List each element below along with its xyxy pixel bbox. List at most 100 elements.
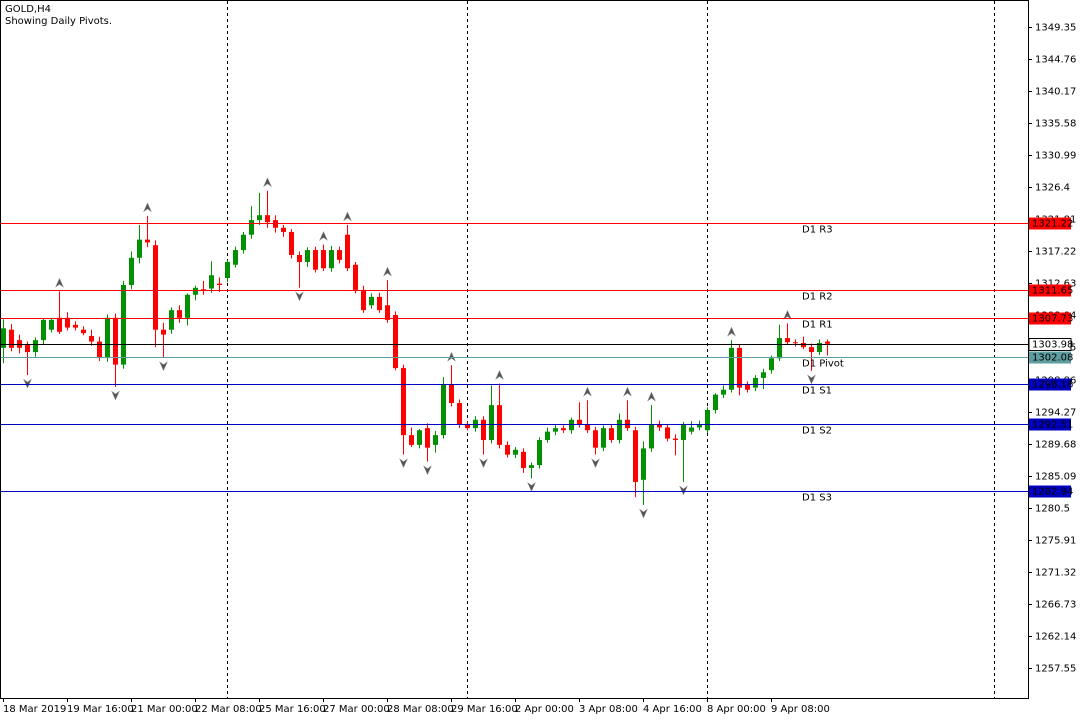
fractal-down bbox=[590, 457, 601, 469]
candle-body bbox=[257, 215, 262, 221]
y-tick-label: 1266.73 bbox=[1035, 600, 1076, 611]
candle-body bbox=[337, 250, 342, 260]
candle-body bbox=[681, 424, 686, 441]
x-tick-label: 28 Mar 08:00 bbox=[387, 704, 454, 715]
price-box bbox=[1029, 378, 1071, 391]
price-box bbox=[1029, 284, 1071, 297]
candle-body bbox=[689, 427, 694, 432]
fractal-down bbox=[638, 508, 649, 519]
candle-body bbox=[473, 419, 478, 429]
y-tick-label: 1262.14 bbox=[1035, 632, 1076, 643]
candle-body bbox=[153, 245, 158, 330]
candle-body bbox=[481, 419, 486, 441]
y-tick-label: 1289.68 bbox=[1035, 440, 1076, 451]
candle-body bbox=[705, 409, 710, 431]
candle-body bbox=[369, 296, 374, 306]
candle-body bbox=[529, 465, 534, 468]
candle-body bbox=[665, 427, 670, 439]
price-box bbox=[1029, 485, 1071, 498]
price-box bbox=[1029, 418, 1071, 431]
candle-body bbox=[393, 315, 398, 369]
candle-body bbox=[233, 250, 238, 265]
candle-body bbox=[185, 294, 190, 318]
fractal-up bbox=[446, 351, 457, 363]
candle-body bbox=[49, 319, 54, 330]
candle-body bbox=[753, 377, 758, 388]
candle-body bbox=[785, 338, 790, 343]
fractal-down bbox=[422, 464, 433, 476]
candle-body bbox=[1, 328, 6, 348]
price-box-label: 1292.51 bbox=[1032, 420, 1073, 431]
candle-body bbox=[217, 283, 222, 286]
pivot-name: D1 R2 bbox=[802, 292, 833, 303]
candle-body bbox=[809, 347, 814, 353]
x-tick-label: 3 Apr 08:00 bbox=[579, 704, 638, 715]
candle-body bbox=[225, 261, 230, 279]
pivot-name: D1 R1 bbox=[802, 320, 833, 331]
candle-body bbox=[497, 405, 502, 445]
candle-body bbox=[673, 438, 678, 441]
y-tick-label: 1349.35 bbox=[1035, 23, 1076, 34]
candle-body bbox=[9, 329, 14, 348]
candle-body bbox=[113, 317, 118, 365]
candle-body bbox=[121, 285, 126, 365]
fractal-down bbox=[22, 378, 33, 389]
candle-body bbox=[65, 317, 70, 328]
y-tick-label: 1326.4 bbox=[1035, 183, 1070, 194]
candle-body bbox=[409, 435, 414, 445]
y-tick-label: 1335.58 bbox=[1035, 119, 1076, 130]
candle-body bbox=[361, 289, 366, 311]
candle-body bbox=[193, 287, 198, 295]
candle-body bbox=[169, 310, 174, 330]
candle-body bbox=[697, 424, 702, 428]
candle-body bbox=[793, 342, 798, 344]
candle-body bbox=[281, 227, 286, 232]
candle-body bbox=[801, 342, 806, 348]
x-tick-label: 9 Apr 08:00 bbox=[771, 704, 830, 715]
y-tick-label: 1340.17 bbox=[1035, 87, 1076, 98]
plot-area: D1 R3 D1 R2 D1 R1 D1 Pivot D1 S1 D1 S2 D1 S3 bbox=[1, 177, 1028, 519]
candle-body bbox=[537, 440, 542, 466]
x-tick-label: 4 Apr 16:00 bbox=[643, 704, 702, 715]
candle-body bbox=[449, 384, 454, 404]
candle-body bbox=[585, 424, 590, 431]
x-tick-label: 25 Mar 16:00 bbox=[259, 704, 326, 715]
fractal-up bbox=[494, 369, 505, 381]
y-tick-label: 1285.09 bbox=[1035, 472, 1076, 483]
y-tick-label: 1330.99 bbox=[1035, 151, 1076, 162]
candle-body bbox=[129, 257, 134, 286]
x-tick-label: 2 Apr 00:00 bbox=[515, 704, 574, 715]
candle-body bbox=[377, 296, 382, 311]
candle-body bbox=[609, 428, 614, 441]
candle-body bbox=[553, 428, 558, 432]
candle-body bbox=[209, 275, 214, 289]
fractal-up bbox=[646, 391, 657, 402]
candle-body bbox=[593, 430, 598, 448]
x-tick-label: 8 Apr 00:00 bbox=[707, 704, 766, 715]
y-tick-label: 1271.32 bbox=[1035, 568, 1076, 579]
y-tick-label: 1317.22 bbox=[1035, 247, 1076, 258]
candle-body bbox=[777, 338, 782, 359]
fractal-down bbox=[526, 481, 537, 493]
candle-body bbox=[641, 448, 646, 480]
candle-body bbox=[249, 220, 254, 235]
fractal-down bbox=[398, 457, 409, 469]
fractal-up bbox=[782, 309, 793, 321]
candle-body bbox=[305, 250, 310, 262]
candle-body bbox=[345, 234, 350, 269]
fractal-down bbox=[678, 485, 689, 496]
x-tick-label: 29 Mar 16:00 bbox=[451, 704, 518, 715]
fractal-up bbox=[318, 230, 329, 242]
y-tick-label: 1294.27 bbox=[1035, 408, 1076, 419]
candle-body bbox=[457, 403, 462, 425]
candle-body bbox=[577, 419, 582, 425]
last-price-label: 1303.98 bbox=[1032, 340, 1073, 351]
candle-body bbox=[601, 428, 606, 448]
y-tick-label: 1312.63 bbox=[1035, 279, 1076, 290]
candle-body bbox=[617, 419, 622, 441]
candle-body bbox=[817, 342, 822, 353]
x-tick-label: 21 Mar 00:00 bbox=[131, 704, 198, 715]
candle-body bbox=[769, 358, 774, 371]
period-separators bbox=[227, 1, 995, 698]
